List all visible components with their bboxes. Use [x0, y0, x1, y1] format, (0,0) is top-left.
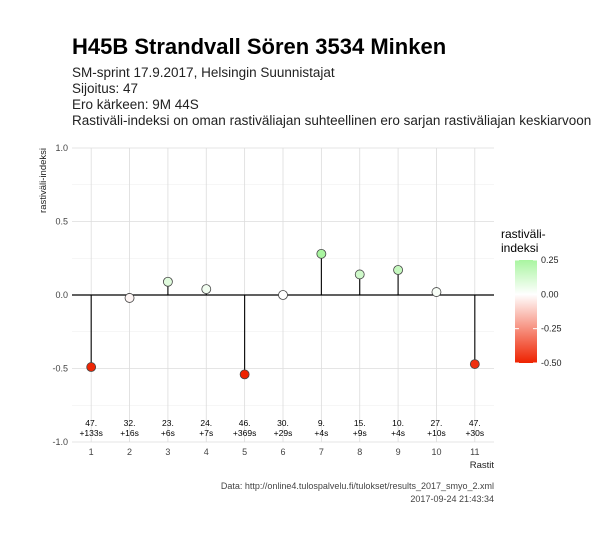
- x-tick-label: 3: [165, 447, 170, 457]
- legend-tick-label: -0.25: [541, 324, 562, 334]
- data-point: [239, 369, 250, 380]
- legend-tick-label: 0.00: [541, 289, 559, 299]
- point-rank-label: 15.: [354, 418, 366, 428]
- point-diff-label: +29s: [274, 428, 293, 438]
- chart-subtitle-rank: Sijoitus: 47: [72, 81, 139, 96]
- x-tick-label: 5: [242, 447, 247, 457]
- data-point: [316, 248, 327, 259]
- point-diff-label: +4s: [314, 428, 328, 438]
- x-axis-title: Rastit: [470, 460, 495, 471]
- x-tick-label: 1: [89, 447, 94, 457]
- y-axis-title: rastiväli-indeksi: [38, 148, 49, 213]
- y-tick-label: 1.0: [55, 143, 68, 153]
- y-tick-label: -0.5: [52, 364, 68, 374]
- legend-tick-label: 0.25: [541, 255, 559, 265]
- point-diff-label: +6s: [161, 428, 175, 438]
- chart-subtitle-gap: Ero kärkeen: 9M 44S: [72, 97, 199, 112]
- y-tick-label: 0.0: [55, 290, 68, 300]
- data-point: [469, 359, 480, 369]
- x-tick-label: 6: [280, 447, 285, 457]
- legend-title-line-2: indeksi: [501, 241, 538, 255]
- data-point: [431, 287, 442, 297]
- point-diff-label: +369s: [233, 428, 256, 438]
- legend-tick-label: -0.50: [541, 358, 562, 368]
- point-rank-label: 27.: [431, 418, 443, 428]
- y-tick-label: -1.0: [52, 437, 68, 447]
- chart-title: H45B Strandvall Sören 3534 Minken: [72, 34, 447, 59]
- data-point: [86, 362, 97, 372]
- point-rank-label: 23.: [162, 418, 174, 428]
- x-tick-label: 4: [204, 447, 209, 457]
- caption-source: Data: http://online4.tulospalvelu.fi/tul…: [221, 481, 494, 491]
- point-rank-label: 9.: [318, 418, 325, 428]
- x-tick-label: 8: [357, 447, 362, 457]
- point-rank-label: 47.: [469, 418, 481, 428]
- point-diff-label: +16s: [120, 428, 139, 438]
- y-tick-label: 0.5: [55, 217, 68, 227]
- x-tick-label: 7: [319, 447, 324, 457]
- point-rank-label: 30.: [277, 418, 289, 428]
- x-tick-label: 11: [470, 447, 479, 457]
- point-diff-label: +4s: [391, 428, 405, 438]
- caption-timestamp: 2017-09-24 21:43:34: [410, 494, 494, 504]
- data-point: [124, 293, 135, 303]
- data-point: [354, 269, 365, 280]
- legend-color-bar: [515, 260, 537, 363]
- point-rank-label: 46.: [239, 418, 251, 428]
- data-point: [163, 276, 173, 287]
- point-diff-label: +9s: [353, 428, 367, 438]
- point-diff-label: +10s: [427, 428, 446, 438]
- point-diff-label: +30s: [465, 428, 484, 438]
- point-diff-label: +133s: [79, 428, 102, 438]
- point-rank-label: 24.: [200, 418, 212, 428]
- data-point: [201, 284, 212, 295]
- point-rank-label: 47.: [85, 418, 97, 428]
- x-tick-label: 2: [127, 447, 132, 457]
- legend-title-line-1: rastiväli-: [501, 227, 546, 241]
- point-diff-label: +7s: [199, 428, 213, 438]
- data-point: [393, 265, 403, 275]
- data-point: [278, 290, 288, 300]
- point-rank-label: 32.: [124, 418, 136, 428]
- chart-subtitle-note: Rastiväli-indeksi on oman rastiväliajan …: [72, 113, 592, 128]
- x-tick-label: 10: [431, 447, 441, 457]
- point-rank-label: 10.: [392, 418, 404, 428]
- chart-subtitle-event: SM-sprint 17.9.2017, Helsingin Suunnista…: [72, 65, 335, 80]
- x-tick-label: 9: [396, 447, 401, 457]
